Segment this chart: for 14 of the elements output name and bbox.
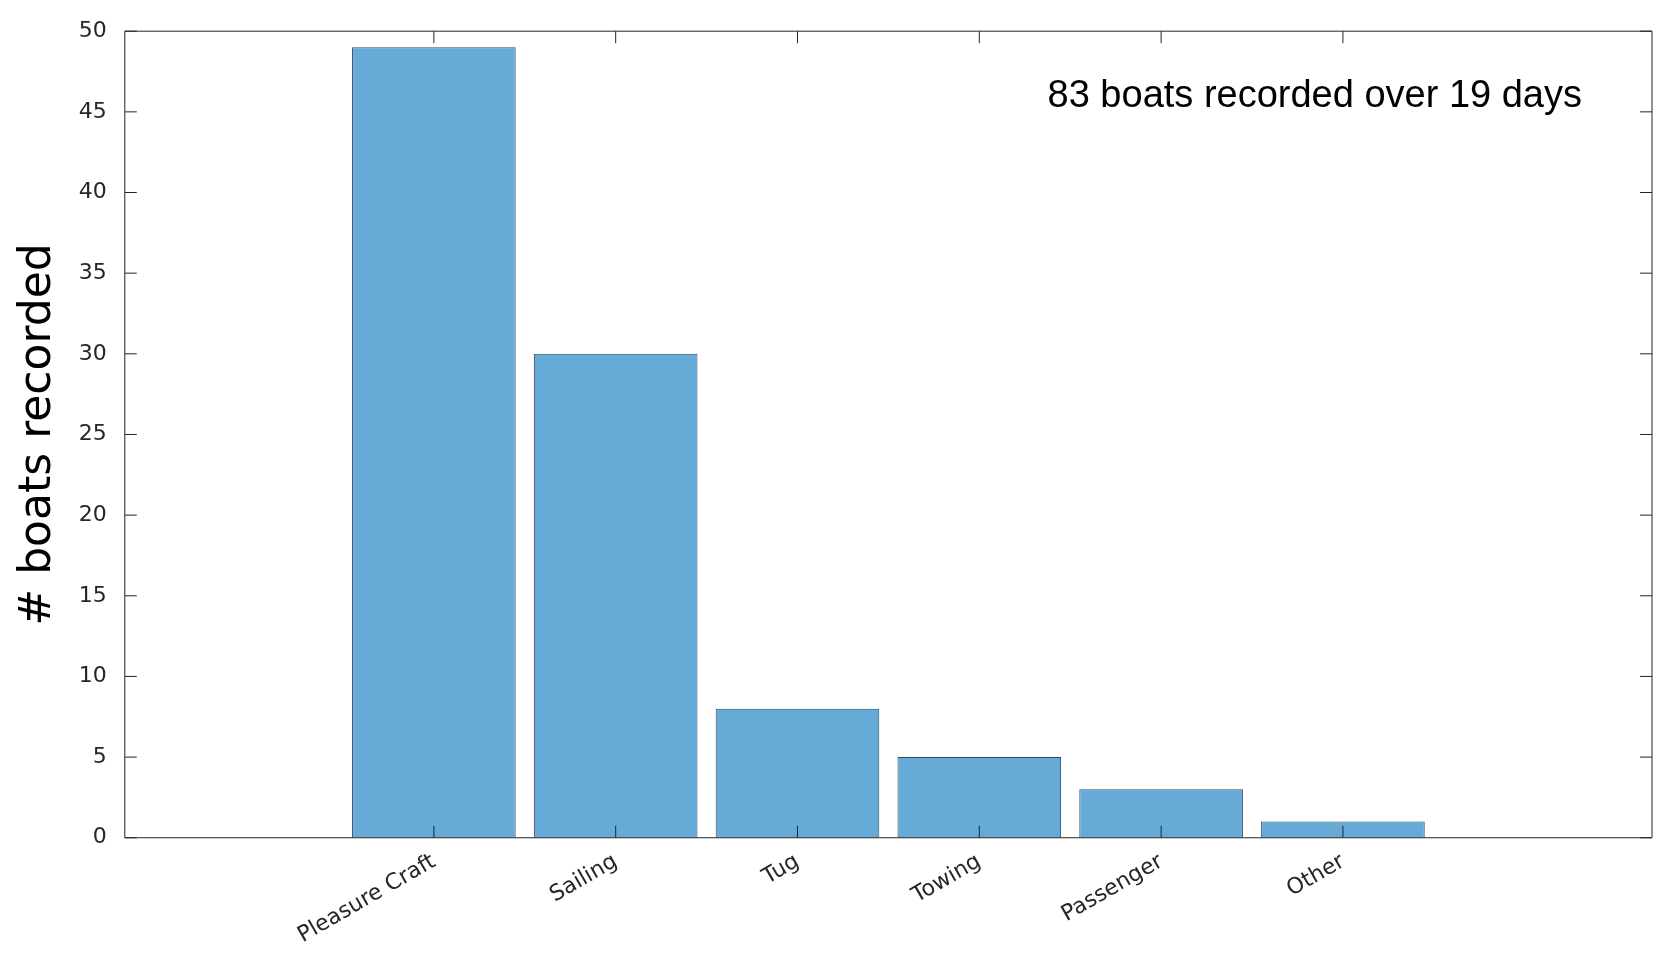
y-tick-label: 10 — [78, 662, 107, 688]
y-tick-label: 50 — [78, 16, 107, 42]
y-tick-label: 15 — [78, 581, 107, 607]
y-tick-label: 45 — [78, 97, 107, 123]
annotation: 83 boats recorded over 19 days — [1047, 72, 1582, 115]
x-tick-label: Tug — [756, 847, 803, 889]
y-tick-label: 25 — [78, 420, 107, 446]
y-axis-title: # boats recorded — [8, 243, 60, 626]
y-tick-label: 5 — [92, 742, 107, 768]
y-tick-label: 35 — [78, 258, 107, 284]
y-tick-label: 0 — [92, 823, 107, 849]
y-tick-label: 40 — [78, 178, 107, 204]
y-tick-label: 30 — [78, 339, 107, 365]
y-tick-label: 20 — [78, 500, 107, 526]
